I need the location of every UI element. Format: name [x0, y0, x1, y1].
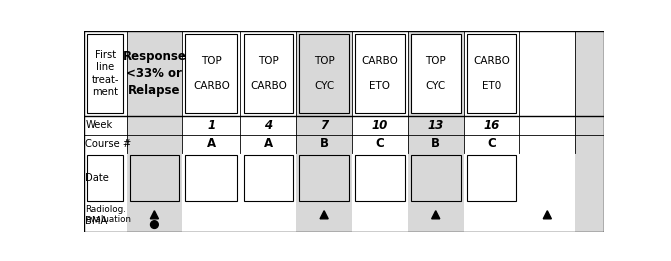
Bar	[130, 155, 179, 201]
Bar	[355, 34, 405, 113]
Polygon shape	[150, 211, 158, 219]
Text: Course #: Course #	[85, 139, 132, 149]
Text: B: B	[431, 137, 440, 150]
Bar	[408, 31, 464, 232]
Text: Response
<33% or
Relapse: Response <33% or Relapse	[123, 50, 187, 97]
Polygon shape	[320, 211, 328, 219]
Text: TOP

CARBO: TOP CARBO	[250, 56, 287, 91]
Bar	[87, 155, 123, 201]
Text: First
line
treat-
ment: First line treat- ment	[91, 50, 119, 97]
Bar	[87, 34, 123, 113]
Text: C: C	[487, 137, 496, 150]
Text: 10: 10	[372, 119, 388, 132]
Bar	[408, 31, 464, 116]
Bar	[84, 31, 604, 116]
Polygon shape	[544, 211, 552, 219]
Text: CARBO

ETO: CARBO ETO	[362, 56, 399, 91]
Bar	[244, 155, 293, 201]
Bar	[575, 31, 604, 232]
Text: TOP

CYC: TOP CYC	[425, 56, 446, 91]
Text: B: B	[319, 137, 329, 150]
Polygon shape	[431, 211, 440, 219]
Bar	[127, 31, 183, 116]
Bar	[296, 31, 352, 232]
Text: TOP

CARBO: TOP CARBO	[193, 56, 229, 91]
Text: A: A	[207, 137, 216, 150]
Text: TOP

CYC: TOP CYC	[314, 56, 335, 91]
Bar	[299, 155, 349, 201]
Text: C: C	[376, 137, 384, 150]
Text: 16: 16	[483, 119, 500, 132]
Text: 13: 13	[427, 119, 444, 132]
Bar	[296, 31, 352, 116]
Text: BMA: BMA	[85, 216, 108, 226]
Text: 1: 1	[207, 119, 215, 132]
Text: 7: 7	[320, 119, 328, 132]
Bar	[575, 31, 604, 116]
Bar	[185, 34, 238, 113]
Bar	[467, 34, 516, 113]
Bar	[411, 155, 460, 201]
Bar	[355, 155, 405, 201]
Text: Week: Week	[85, 120, 113, 130]
Text: 4: 4	[264, 119, 272, 132]
Bar	[467, 155, 516, 201]
Circle shape	[150, 221, 158, 228]
Bar	[411, 34, 460, 113]
Text: Radiolog.
evaluation: Radiolog. evaluation	[85, 205, 132, 224]
Bar	[127, 31, 183, 232]
Bar	[299, 34, 349, 113]
Text: Date: Date	[85, 173, 109, 183]
Text: CARBO

ET0: CARBO ET0	[473, 56, 510, 91]
Text: A: A	[264, 137, 273, 150]
Bar	[185, 155, 238, 201]
Bar	[244, 34, 293, 113]
